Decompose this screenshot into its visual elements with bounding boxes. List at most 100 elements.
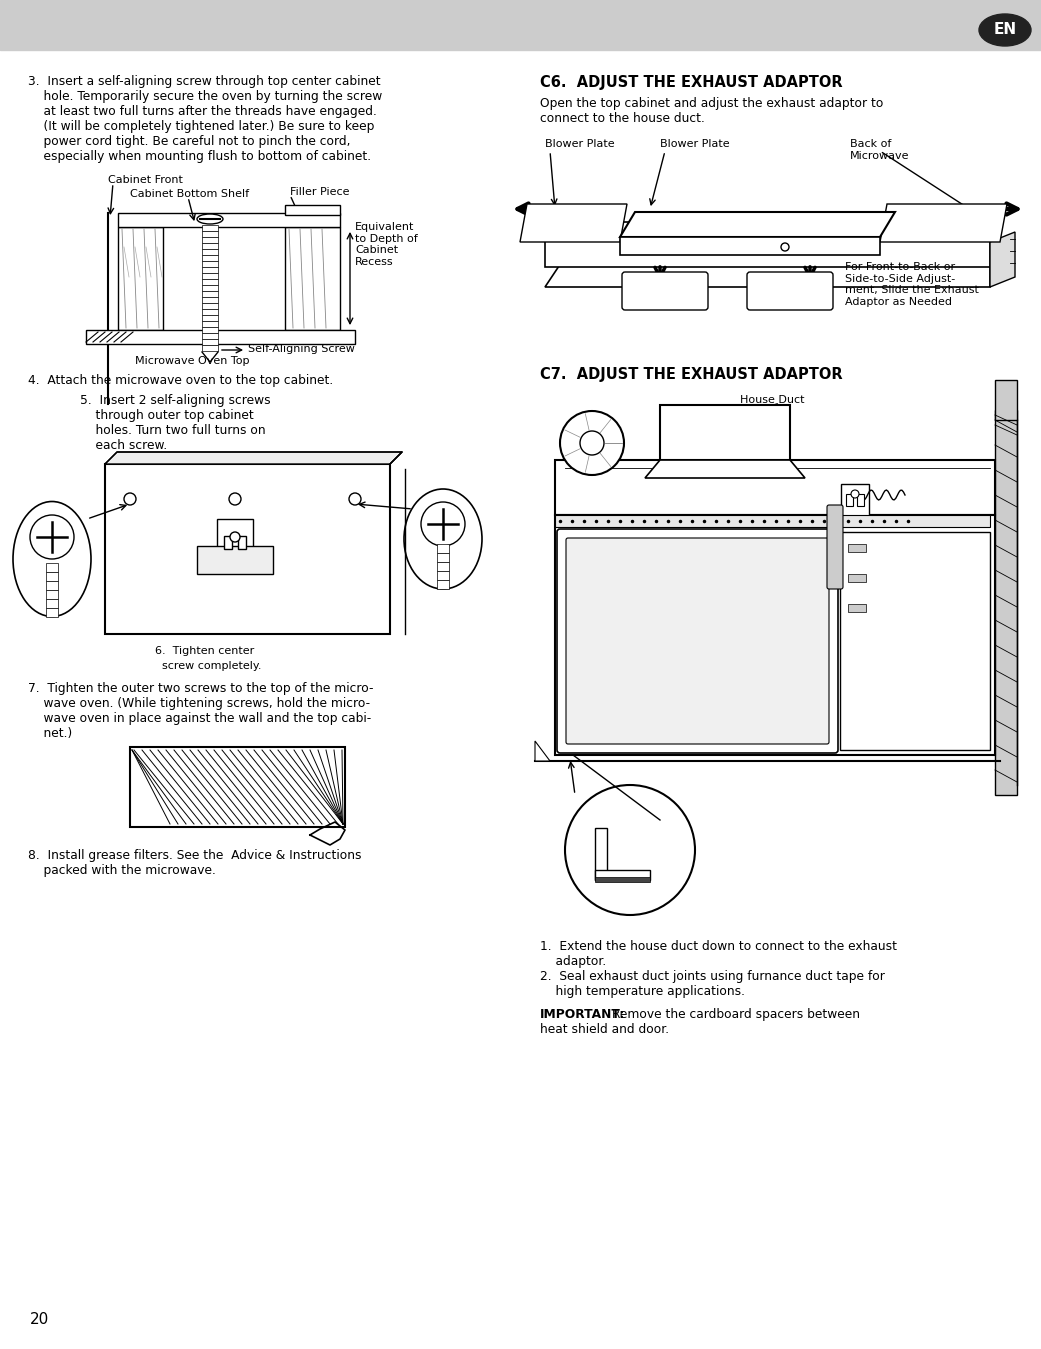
Circle shape	[565, 785, 695, 915]
Bar	[595, 870, 650, 880]
Bar	[202, 326, 218, 333]
Text: adaptor.: adaptor.	[540, 955, 606, 969]
Text: high temperature applications.: high temperature applications.	[540, 985, 745, 998]
Ellipse shape	[197, 214, 223, 224]
Bar	[118, 227, 163, 331]
Bar	[105, 464, 390, 634]
Bar	[202, 243, 218, 250]
FancyBboxPatch shape	[623, 272, 708, 310]
Bar	[595, 877, 650, 882]
Text: C7.  ADJUST THE EXHAUST ADAPTOR: C7. ADJUST THE EXHAUST ADAPTOR	[540, 367, 842, 382]
Bar	[197, 546, 273, 575]
Text: screw completely.: screw completely.	[148, 661, 261, 670]
Bar	[202, 309, 218, 316]
FancyBboxPatch shape	[566, 538, 829, 745]
Bar	[202, 345, 218, 351]
Polygon shape	[620, 212, 895, 237]
Bar	[555, 515, 990, 527]
Text: wave oven in place against the wall and the top cabi-: wave oven in place against the wall and …	[28, 712, 372, 724]
Text: 1.  Extend the house duct down to connect to the exhaust: 1. Extend the house duct down to connect…	[540, 940, 897, 952]
Bar	[202, 321, 218, 326]
Polygon shape	[880, 204, 1007, 241]
Text: Microwave Oven Top: Microwave Oven Top	[135, 356, 250, 366]
Bar	[202, 231, 218, 237]
Bar	[285, 205, 340, 214]
Text: For Front-to-Back or
Side-to-Side Adjust-
ment, Slide the Exhaust
Adaptor as Nee: For Front-to-Back or Side-to-Side Adjust…	[845, 262, 979, 306]
Circle shape	[124, 492, 136, 505]
Text: 2.  Seal exhaust duct joints using furnance duct tape for: 2. Seal exhaust duct joints using furnan…	[540, 970, 885, 983]
Bar	[202, 285, 218, 291]
Circle shape	[230, 532, 240, 542]
Circle shape	[781, 243, 789, 251]
Text: Open the top cabinet and adjust the exhaust adaptor to: Open the top cabinet and adjust the exha…	[540, 97, 884, 111]
Bar	[840, 532, 990, 750]
Polygon shape	[620, 237, 880, 255]
Ellipse shape	[404, 488, 482, 590]
Polygon shape	[545, 241, 990, 287]
FancyBboxPatch shape	[827, 505, 843, 590]
Ellipse shape	[979, 13, 1031, 46]
Text: Filler Piece: Filler Piece	[290, 188, 350, 197]
Bar	[437, 571, 449, 580]
Polygon shape	[535, 741, 550, 761]
Text: wave oven. (While tightening screws, hold the micro-: wave oven. (While tightening screws, hol…	[28, 697, 371, 710]
Bar	[202, 316, 218, 321]
Bar	[46, 572, 58, 581]
Text: EN: EN	[993, 23, 1017, 38]
Text: hole. Temporarily secure the oven by turning the screw: hole. Temporarily secure the oven by tur…	[28, 90, 382, 103]
Text: 7.  Tighten the outer two screws to the top of the micro-: 7. Tighten the outer two screws to the t…	[28, 683, 374, 695]
Bar	[202, 267, 218, 272]
Text: C6.  ADJUST THE EXHAUST ADAPTOR: C6. ADJUST THE EXHAUST ADAPTOR	[540, 76, 842, 90]
Polygon shape	[990, 232, 1015, 287]
Text: especially when mounting flush to bottom of cabinet.: especially when mounting flush to bottom…	[28, 150, 372, 163]
Text: Cabinet Bottom Shelf: Cabinet Bottom Shelf	[130, 189, 249, 200]
Bar	[224, 536, 232, 549]
Bar	[0, 0, 1041, 50]
Circle shape	[229, 492, 242, 505]
Text: power cord tight. Be careful not to pinch the cord,: power cord tight. Be careful not to pinc…	[28, 135, 351, 148]
Circle shape	[421, 502, 465, 546]
Bar	[437, 553, 449, 563]
Bar	[202, 250, 218, 255]
Text: IMPORTANT:: IMPORTANT:	[540, 1008, 626, 1021]
Text: 6.  Tighten center: 6. Tighten center	[155, 646, 255, 656]
Text: 8.  Install grease filters. See the  Advice & Instructions: 8. Install grease filters. See the Advic…	[28, 849, 361, 862]
Bar	[848, 544, 866, 552]
Bar	[202, 339, 218, 345]
Bar	[217, 519, 253, 558]
Bar	[46, 599, 58, 608]
Bar	[202, 297, 218, 304]
Bar	[202, 333, 218, 339]
Text: holes. Turn two full turns on: holes. Turn two full turns on	[80, 424, 265, 437]
Text: Back of
Microwave: Back of Microwave	[850, 139, 910, 161]
Text: 4.  Attach the microwave oven to the top cabinet.: 4. Attach the microwave oven to the top …	[28, 374, 333, 387]
Circle shape	[580, 430, 604, 455]
Bar	[437, 563, 449, 571]
Circle shape	[850, 490, 859, 498]
Bar	[555, 515, 995, 755]
Polygon shape	[545, 223, 990, 267]
FancyBboxPatch shape	[557, 529, 838, 753]
Text: (It will be completely tightened later.) Be sure to keep: (It will be completely tightened later.)…	[28, 120, 375, 134]
Bar	[238, 536, 246, 549]
Polygon shape	[105, 452, 402, 464]
Bar	[202, 237, 218, 243]
Circle shape	[349, 492, 361, 505]
Bar	[437, 544, 449, 553]
FancyBboxPatch shape	[747, 272, 833, 310]
Bar	[857, 494, 864, 506]
Text: Equivalent
to Depth of
Cabinet
Recess: Equivalent to Depth of Cabinet Recess	[355, 223, 417, 267]
Text: net.): net.)	[28, 727, 72, 741]
Text: 20: 20	[30, 1313, 49, 1327]
Text: 5.  Insert 2 self-aligning screws: 5. Insert 2 self-aligning screws	[80, 394, 271, 407]
Bar	[660, 405, 790, 460]
Bar	[555, 460, 995, 515]
Circle shape	[560, 411, 624, 475]
Text: packed with the microwave.: packed with the microwave.	[28, 863, 215, 877]
Bar	[118, 213, 340, 227]
Bar	[46, 581, 58, 590]
Circle shape	[30, 515, 74, 558]
Bar	[202, 255, 218, 260]
Text: connect to the house duct.: connect to the house duct.	[540, 112, 705, 125]
Bar	[841, 484, 869, 517]
